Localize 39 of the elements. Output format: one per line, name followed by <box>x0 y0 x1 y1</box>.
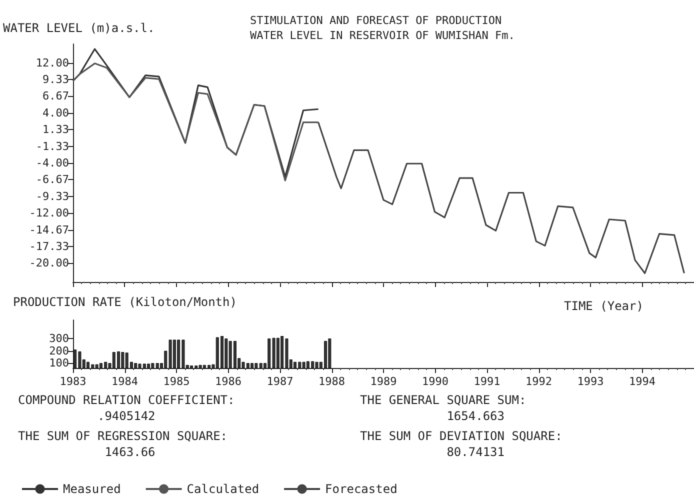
legend-label: Forecasted <box>325 482 398 496</box>
x-tick-label: 1991 <box>474 375 500 388</box>
y-tick-label: -9.33 <box>36 190 69 203</box>
y-tick-label: -1.33 <box>36 140 69 153</box>
x-tick-label: 1988 <box>318 375 345 388</box>
x-tick-label: 1993 <box>577 375 604 388</box>
y-tick-label: -14.67 <box>29 223 69 236</box>
text: THE SUM OF REGRESSION SQUARE: 1463.66 <box>18 429 228 459</box>
chart-title: STIMULATION AND FORECAST OF PRODUCTION WATER LEVEL IN RESERVOIR OF WUMISHAN Fm. <box>250 14 515 42</box>
y-tick-label: -20.00 <box>29 256 69 270</box>
y-tick-label: 1.33 <box>42 123 69 136</box>
y-axis-title: WATER LEVEL (m)a.s.l. <box>3 21 155 35</box>
x-tick-label: 1989 <box>370 375 397 388</box>
x-tick-label: 1984 <box>112 375 138 388</box>
y-tick-label: 200 <box>49 344 69 358</box>
x-tick-label: 1983 <box>60 375 86 388</box>
x-tick-label: 1992 <box>526 375 552 388</box>
y-tick-label: 9.33 <box>42 73 69 86</box>
x-tick-label: 1986 <box>215 375 242 388</box>
y-tick-label: 12.00 <box>36 56 69 70</box>
legend-label: Measured <box>63 482 121 496</box>
x-tick-label: 1990 <box>422 375 448 388</box>
y-tick-label: 100 <box>49 356 69 370</box>
x-tick-label: 1985 <box>163 375 190 388</box>
y-tick-label: -6.67 <box>36 173 69 186</box>
y-tick-label: 6.67 <box>42 90 69 103</box>
x-axis-title: TIME (Year) <box>564 299 644 313</box>
y-tick-label: 4.00 <box>42 106 69 120</box>
x-tick-label: 1987 <box>266 375 294 388</box>
y-tick-label: -12.00 <box>29 206 69 220</box>
text: THE GENERAL SQUARE SUM: 1654.663 <box>360 393 526 423</box>
y-axis-title: PRODUCTION RATE (Kiloton/Month) <box>13 295 237 309</box>
text: THE SUM OF DEVIATION SQUARE: 80.74131 <box>360 429 562 459</box>
y-tick-label: -17.33 <box>29 240 69 253</box>
y-tick-label: 300 <box>49 332 69 345</box>
y-tick-label: -4.00 <box>36 156 69 170</box>
x-tick-label: 1994 <box>629 375 656 388</box>
legend-label: Calculated <box>186 482 260 496</box>
text: COMPOUND RELATION COEFFICIENT: .9405142 <box>18 393 235 423</box>
